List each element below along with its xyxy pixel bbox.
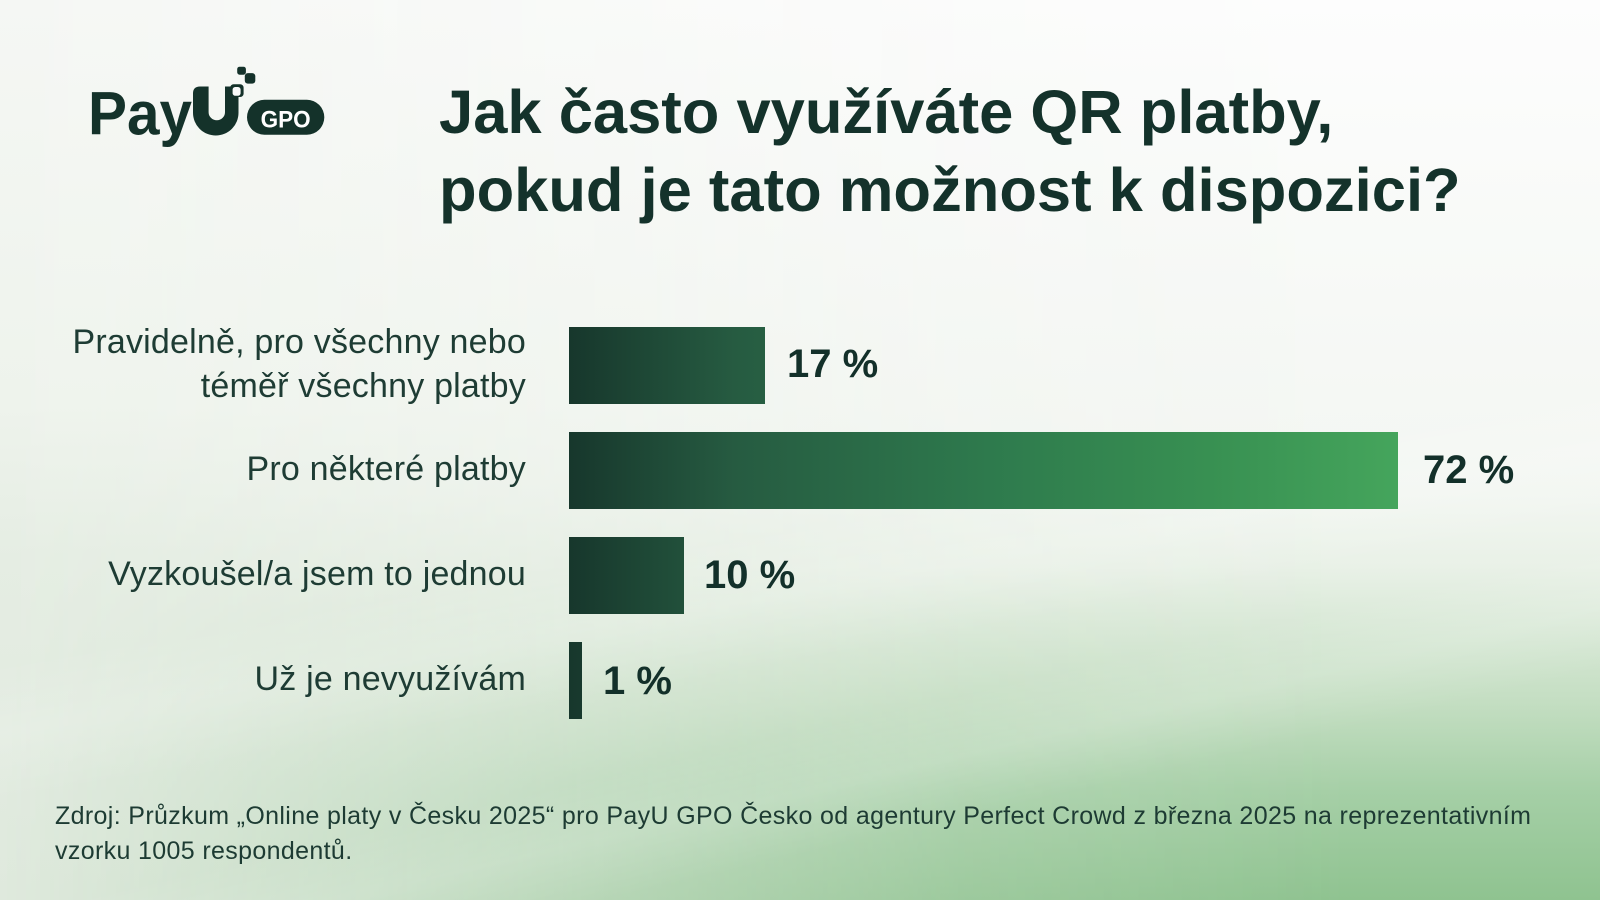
svg-text:GPO: GPO — [261, 106, 311, 133]
svg-text:Pay: Pay — [88, 80, 192, 148]
